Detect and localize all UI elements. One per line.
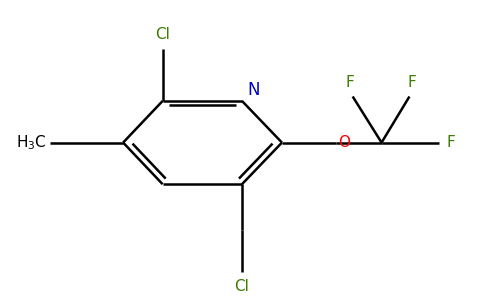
Text: N: N — [248, 81, 260, 99]
Text: O: O — [338, 135, 350, 150]
Text: F: F — [447, 135, 455, 150]
Text: F: F — [346, 75, 355, 90]
Text: Cl: Cl — [155, 26, 170, 41]
Text: F: F — [408, 75, 416, 90]
Text: Cl: Cl — [235, 279, 249, 294]
Text: H$_3$C: H$_3$C — [16, 133, 47, 152]
